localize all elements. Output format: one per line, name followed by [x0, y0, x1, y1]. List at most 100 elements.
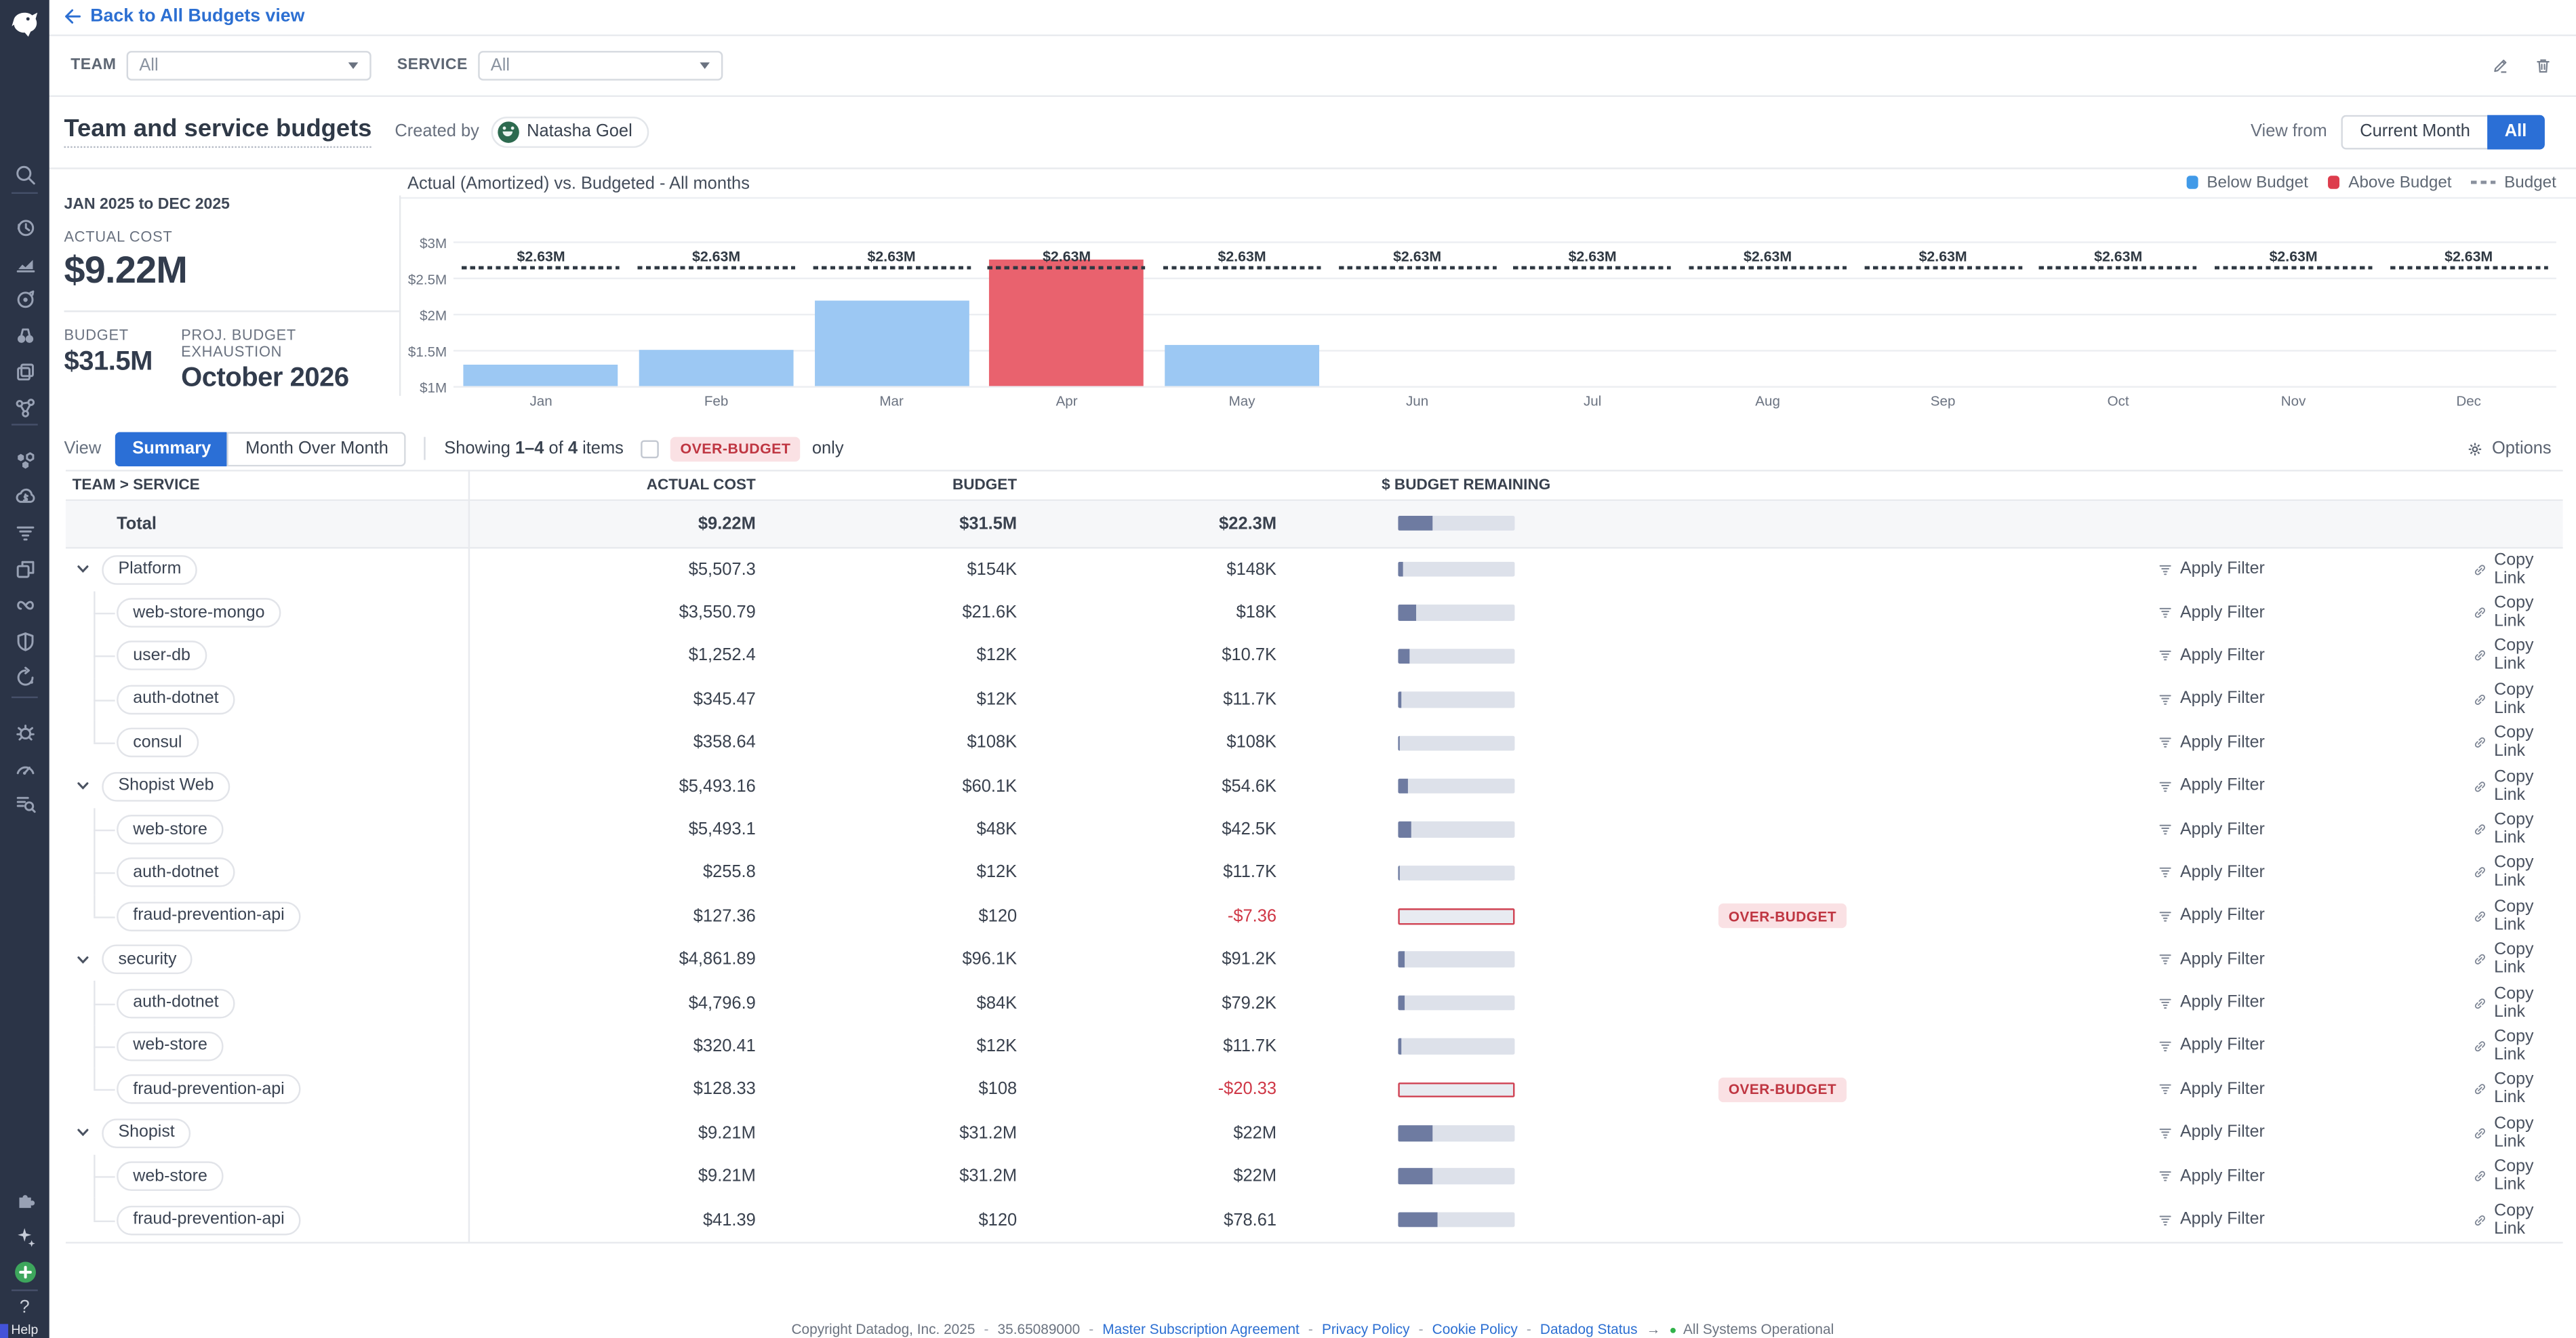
- cloud-cost-icon[interactable]: [0, 485, 49, 509]
- legend-above-budget[interactable]: Above Budget: [2327, 174, 2452, 191]
- over-budget-filter-checkbox[interactable]: [640, 439, 660, 459]
- chat-widget-corner[interactable]: [0, 1323, 9, 1338]
- history-icon[interactable]: [0, 215, 49, 239]
- copy-link-button[interactable]: Copy Link: [2472, 1155, 2562, 1198]
- security-shield-icon[interactable]: [0, 629, 49, 653]
- team-pill[interactable]: Shopist: [102, 1118, 191, 1148]
- chevron-down-icon[interactable]: [75, 952, 90, 967]
- apply-filter-button[interactable]: Apply Filter: [2157, 895, 2265, 938]
- audit-logs-search-icon[interactable]: [0, 792, 49, 816]
- copy-link-button[interactable]: Copy Link: [2472, 765, 2562, 808]
- service-pill[interactable]: auth-dotnet: [117, 988, 235, 1018]
- error-tracking-bug-icon[interactable]: [0, 719, 49, 744]
- copy-link-button[interactable]: Copy Link: [2472, 981, 2562, 1025]
- layers-icon[interactable]: [0, 360, 49, 384]
- apply-filter-button[interactable]: Apply Filter: [2157, 1068, 2265, 1112]
- copy-link-button[interactable]: Copy Link: [2472, 721, 2562, 765]
- copy-link-button[interactable]: Copy Link: [2472, 548, 2562, 591]
- service-map-icon[interactable]: [0, 396, 49, 420]
- apply-filter-button[interactable]: Apply Filter: [2157, 548, 2265, 591]
- copy-link-button[interactable]: Copy Link: [2472, 808, 2562, 851]
- service-pill[interactable]: consul: [117, 728, 199, 758]
- edit-pencil-icon[interactable]: [2491, 56, 2510, 75]
- software-catalog-icon[interactable]: [0, 557, 49, 582]
- team-pill[interactable]: Shopist Web: [102, 771, 230, 801]
- apply-filter-button[interactable]: Apply Filter: [2157, 721, 2265, 765]
- metrics-chart-icon[interactable]: [0, 251, 49, 276]
- service-pill[interactable]: fraud-prevention-api: [117, 1074, 301, 1105]
- datadog-logo-icon[interactable]: [3, 3, 46, 46]
- view-from-all-button[interactable]: All: [2487, 115, 2545, 149]
- infrastructure-hexagons-icon[interactable]: [0, 447, 49, 471]
- ci-pipelines-icon[interactable]: [0, 593, 49, 617]
- delete-trash-icon[interactable]: [2533, 56, 2553, 75]
- legend-below-budget[interactable]: Below Budget: [2186, 174, 2308, 191]
- search-icon[interactable]: [0, 163, 49, 187]
- quick-add-icon[interactable]: [0, 1260, 49, 1284]
- apply-filter-button[interactable]: Apply Filter: [2157, 591, 2265, 634]
- copy-link-button[interactable]: Copy Link: [2472, 1025, 2562, 1068]
- actual-cost-cell: $320.41: [693, 1036, 756, 1057]
- footer-link[interactable]: Master Subscription Agreement: [1102, 1320, 1300, 1337]
- footer-link[interactable]: Cookie Policy: [1432, 1320, 1518, 1337]
- apply-filter-button[interactable]: Apply Filter: [2157, 851, 2265, 895]
- copy-link-button[interactable]: Copy Link: [2472, 851, 2562, 895]
- bar-below-budget[interactable]: [639, 348, 794, 386]
- apply-filter-button[interactable]: Apply Filter: [2157, 981, 2265, 1025]
- footer-link[interactable]: Datadog Status: [1539, 1320, 1638, 1337]
- service-pill[interactable]: web-store: [117, 1031, 224, 1061]
- apply-filter-button[interactable]: Apply Filter: [2157, 1155, 2265, 1198]
- help-button[interactable]: ? Help: [0, 1298, 49, 1337]
- service-pill[interactable]: fraud-prevention-api: [117, 901, 301, 931]
- service-pill[interactable]: fraud-prevention-api: [117, 1204, 301, 1235]
- copy-link-button[interactable]: Copy Link: [2472, 895, 2562, 938]
- service-pill[interactable]: auth-dotnet: [117, 685, 235, 714]
- chevron-down-icon[interactable]: [75, 779, 90, 794]
- team-pill[interactable]: security: [102, 944, 193, 975]
- integrations-puzzle-icon[interactable]: [0, 1188, 49, 1212]
- options-button[interactable]: Options: [2466, 439, 2552, 459]
- copy-link-button[interactable]: Copy Link: [2472, 1198, 2562, 1242]
- copy-link-button[interactable]: Copy Link: [2472, 678, 2562, 721]
- bar-below-budget[interactable]: [814, 301, 969, 386]
- apm-target-icon[interactable]: [0, 287, 49, 312]
- copy-link-button[interactable]: Copy Link: [2472, 591, 2562, 634]
- bar-above-budget[interactable]: [989, 259, 1144, 386]
- apply-filter-button[interactable]: Apply Filter: [2157, 1025, 2265, 1068]
- apply-filter-button[interactable]: Apply Filter: [2157, 765, 2265, 808]
- tab-summary[interactable]: Summary: [114, 431, 228, 466]
- performance-gauge-icon[interactable]: [0, 756, 49, 780]
- sync-rotate-icon[interactable]: [0, 666, 49, 690]
- service-pill[interactable]: web-store: [117, 815, 224, 845]
- chevron-down-icon[interactable]: [75, 1126, 90, 1141]
- service-pill[interactable]: user-db: [117, 641, 207, 671]
- service-filter-select[interactable]: All: [477, 51, 723, 80]
- legend-budget-line[interactable]: Budget: [2471, 174, 2556, 191]
- copy-link-button[interactable]: Copy Link: [2472, 1068, 2562, 1112]
- apply-filter-button[interactable]: Apply Filter: [2157, 938, 2265, 981]
- tab-month-over-month[interactable]: Month Over Month: [227, 431, 407, 466]
- chevron-down-icon[interactable]: [75, 562, 90, 577]
- bar-below-budget[interactable]: [464, 364, 619, 386]
- team-filter-select[interactable]: All: [125, 51, 371, 80]
- service-pill[interactable]: web-store-mongo: [117, 598, 281, 628]
- apply-filter-button[interactable]: Apply Filter: [2157, 1112, 2265, 1155]
- apply-filter-button[interactable]: Apply Filter: [2157, 808, 2265, 851]
- copy-link-button[interactable]: Copy Link: [2472, 1112, 2562, 1155]
- service-pill[interactable]: web-store: [117, 1161, 224, 1192]
- team-pill[interactable]: Platform: [102, 554, 198, 584]
- copy-link-button[interactable]: Copy Link: [2472, 938, 2562, 981]
- apply-filter-button[interactable]: Apply Filter: [2157, 1198, 2265, 1242]
- author-pill[interactable]: Natasha Goel: [490, 116, 649, 148]
- service-pill[interactable]: auth-dotnet: [117, 858, 235, 888]
- logs-funnel-icon[interactable]: [0, 521, 49, 545]
- apply-filter-button[interactable]: Apply Filter: [2157, 678, 2265, 721]
- back-to-all-budgets-link[interactable]: Back to All Budgets view: [62, 7, 304, 26]
- bar-below-budget[interactable]: [1165, 345, 1320, 386]
- footer-link[interactable]: Privacy Policy: [1321, 1320, 1410, 1337]
- view-from-current-month-button[interactable]: Current Month: [2341, 115, 2487, 149]
- apply-filter-button[interactable]: Apply Filter: [2157, 634, 2265, 678]
- copy-link-button[interactable]: Copy Link: [2472, 634, 2562, 678]
- watchdog-binoculars-icon[interactable]: [0, 323, 49, 348]
- ai-sparkles-icon[interactable]: [0, 1223, 49, 1248]
